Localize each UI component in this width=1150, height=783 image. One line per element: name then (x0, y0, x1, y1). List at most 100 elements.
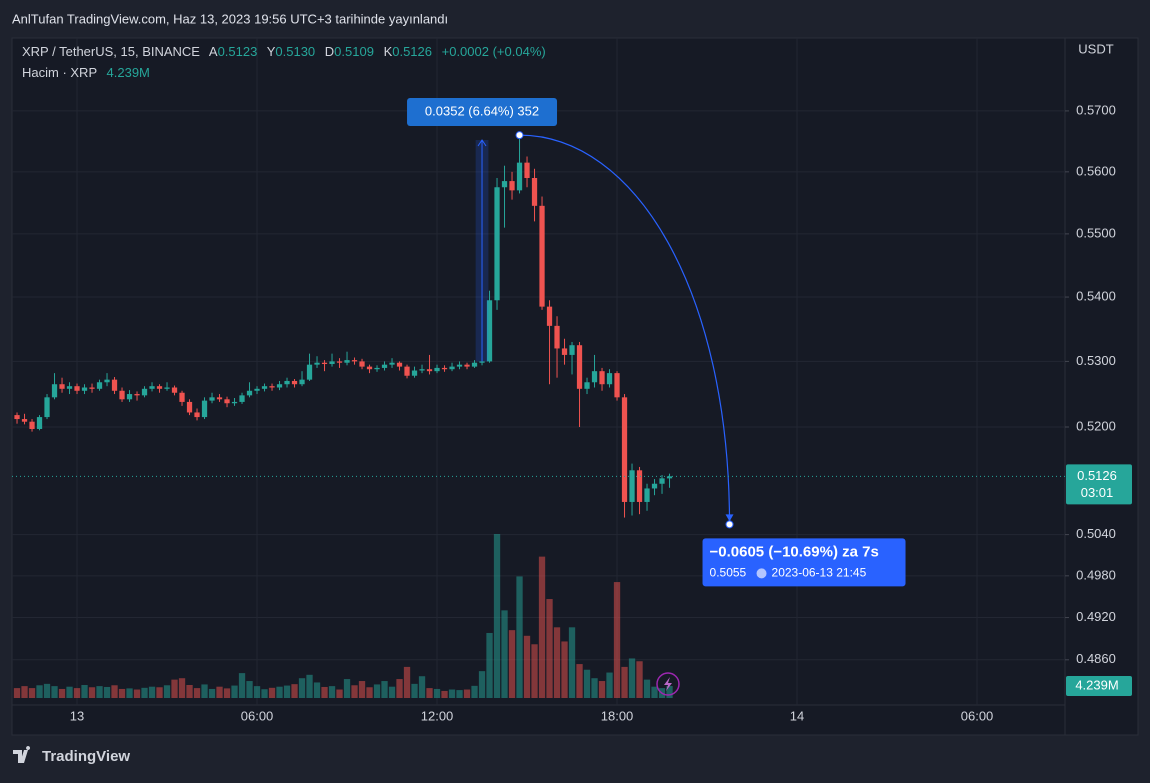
volume-bar (276, 686, 283, 698)
candle-body (479, 361, 485, 363)
candle-body (29, 421, 35, 429)
x-tick-label: 13 (70, 708, 84, 723)
volume-bar (628, 658, 636, 698)
candle-body (584, 382, 590, 389)
volume-bar (606, 672, 613, 698)
volume-bar (426, 688, 433, 698)
volume-bar (171, 679, 178, 698)
volume-bar (576, 664, 583, 698)
legend-value: 0.5109 (334, 44, 374, 59)
volume-bar (313, 682, 321, 698)
volume-bar (73, 688, 81, 698)
candle-body (81, 387, 88, 391)
y-tick-label: 0.4980 (1076, 567, 1116, 582)
candle-body (344, 360, 350, 363)
candle-body (614, 373, 620, 398)
candle-body (261, 386, 268, 389)
candle-body (659, 478, 665, 484)
candle-body (156, 386, 163, 389)
candle-body (239, 395, 245, 402)
axis-unit: USDT (1078, 41, 1113, 56)
y-tick-label: 0.5700 (1076, 102, 1116, 117)
candle-body (186, 401, 193, 413)
candle-body (224, 399, 230, 404)
legend-value: 0.5126 (392, 44, 432, 59)
volume-bar (651, 686, 658, 698)
grid (12, 38, 1069, 705)
logo-mark (13, 746, 31, 763)
candle-body (561, 348, 568, 355)
volume-bar (291, 684, 298, 698)
volume-name: Hacim · XRP (22, 65, 97, 80)
candle-body (516, 162, 523, 191)
volume-bar (613, 582, 621, 698)
candle-body (531, 178, 538, 206)
volume-bar (58, 688, 66, 698)
candle-body (569, 345, 575, 355)
volume-bar (358, 681, 366, 698)
forecast-box (702, 538, 906, 587)
volume-bar (523, 635, 531, 698)
candle-body (644, 488, 650, 502)
volume-bar (268, 687, 276, 698)
volume-bar (463, 689, 471, 698)
candle-body (179, 392, 185, 402)
candle-body (299, 379, 305, 385)
candle-body (546, 306, 553, 326)
candle-body (381, 364, 388, 368)
volume-bar (621, 666, 628, 698)
volume-bar (133, 689, 141, 698)
candle-body (66, 386, 73, 389)
marks (12, 131, 1065, 698)
candle-body (449, 366, 455, 370)
volume-bar (43, 683, 51, 698)
candle-body (501, 181, 508, 188)
candle-body (194, 412, 200, 418)
volume-bar (486, 632, 493, 698)
y-tick-label: 0.5040 (1076, 526, 1116, 541)
y-tick-label: 0.5300 (1076, 353, 1116, 368)
legend-label: D (325, 44, 334, 59)
y-tick-label: 0.4920 (1076, 609, 1116, 624)
candle-body (149, 386, 155, 389)
volume-label: 4.239M (1075, 677, 1118, 692)
volume-bar (381, 681, 388, 698)
volume-bar (141, 687, 148, 698)
candle-body (306, 364, 313, 380)
x-tick-label: 06:00 (241, 708, 274, 723)
candle-body (464, 364, 470, 367)
candle-body (111, 379, 118, 391)
candle-body (404, 366, 410, 376)
volume-bar (253, 686, 261, 698)
volume-bar (21, 686, 28, 698)
volume-box (1066, 676, 1132, 696)
volume-bar (501, 610, 508, 698)
y-tick-label: 0.5500 (1076, 225, 1116, 240)
alert-icon[interactable] (656, 672, 680, 696)
candle-body (411, 370, 418, 376)
volume-bar (553, 627, 561, 698)
candle-body (209, 397, 215, 401)
x-tick-label: 06:00 (961, 708, 994, 723)
candle-body (471, 362, 478, 367)
volume-bar (561, 641, 568, 698)
volume-bar (51, 686, 58, 698)
volume-bar (223, 688, 231, 698)
volume-bar (598, 681, 606, 698)
forecast-curve (519, 134, 731, 525)
volume-bar (433, 688, 441, 698)
candle-body (336, 361, 343, 363)
candle-body (216, 397, 223, 400)
forecast-end (725, 520, 734, 529)
candle-body (321, 362, 328, 365)
candle-body (494, 187, 500, 301)
volume-bar (216, 686, 223, 698)
volume-legend: Hacim · XRP 4.239M (22, 65, 150, 80)
x-tick-label: 14 (790, 708, 804, 723)
volume-bar (103, 686, 111, 698)
forecast-arrowhead (725, 514, 734, 522)
candle-body (591, 371, 598, 383)
volume-bar (568, 627, 576, 698)
volume-bar (208, 688, 216, 698)
